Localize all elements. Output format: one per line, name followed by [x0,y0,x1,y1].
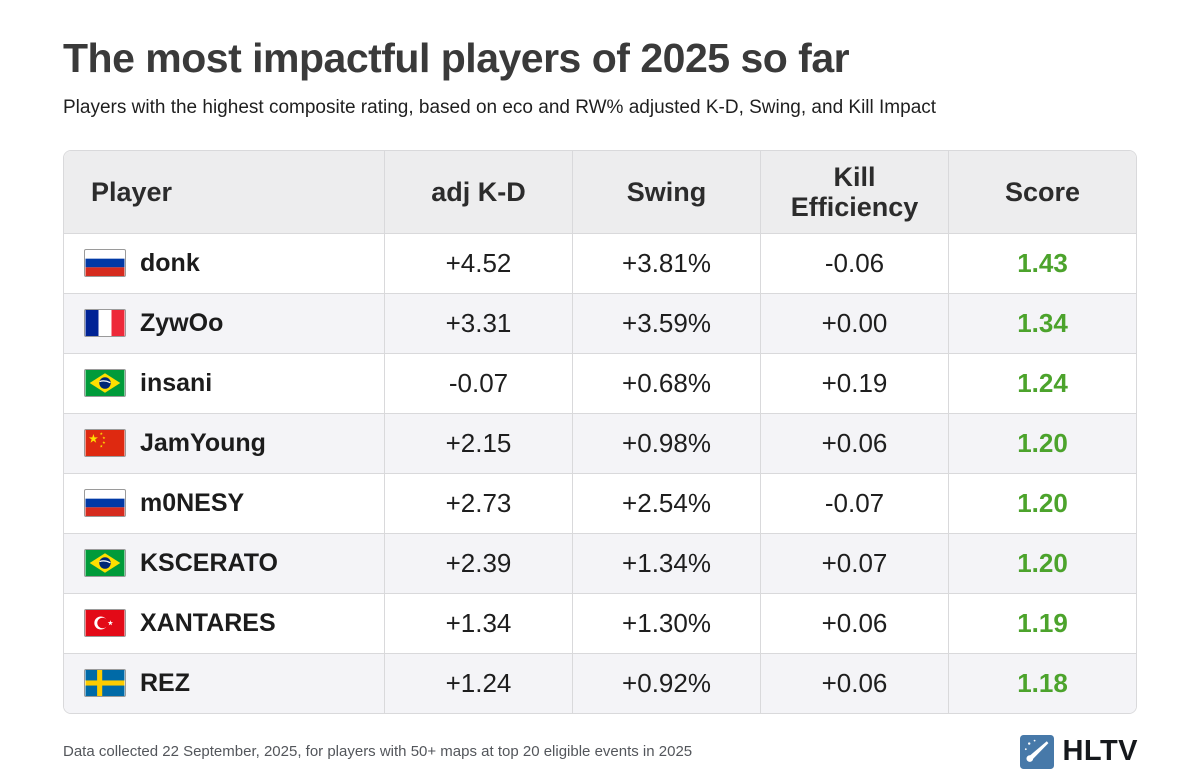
score-value: 1.18 [948,652,1136,713]
page-subtitle: Players with the highest composite ratin… [63,97,937,119]
column-header-score: Score [948,150,1136,233]
russia-flag-icon [84,249,126,278]
table-row: KSCERATO +2.39 +1.34% +0.07 1.20 [64,532,1136,593]
table-body: donk +4.52 +3.81% -0.06 1.43 ZywOo +3.31… [64,232,1136,713]
player-name: REZ [140,668,190,697]
china-flag-icon [84,429,126,458]
adj-kd-value: +3.31 [384,292,572,353]
adj-kd-value: +4.52 [384,232,572,293]
adj-kd-value: -0.07 [384,352,572,413]
player-name: KSCERATO [140,548,278,577]
swing-value: +1.34% [572,532,760,593]
player-name: donk [140,248,200,277]
hltv-logo: HLTV [1020,734,1138,769]
score-value: 1.34 [948,292,1136,353]
kill-efficiency-value: +0.06 [760,652,948,713]
player-name: insani [140,368,213,397]
stats-table: Player adj K-D Swing Kill Efficiency Sco… [63,149,1137,714]
score-value: 1.20 [948,412,1136,473]
turkey-flag-icon [84,609,126,638]
table-row: ZywOo +3.31 +3.59% +0.00 1.34 [64,292,1136,353]
table-row: donk +4.52 +3.81% -0.06 1.43 [64,232,1136,293]
table-row: REZ +1.24 +0.92% +0.06 1.18 [64,652,1136,713]
player-cell: insani [64,352,384,413]
player-name: JamYoung [140,428,266,457]
footer: Data collected 22 September, 2025, for p… [63,734,1138,769]
hltv-comet-icon [1020,734,1055,769]
score-value: 1.24 [948,352,1136,413]
kill-efficiency-value: -0.07 [760,472,948,533]
france-flag-icon [84,309,126,338]
adj-kd-value: +1.34 [384,592,572,653]
swing-value: +3.81% [572,232,760,293]
swing-value: +0.98% [572,412,760,473]
table-header: Player adj K-D Swing Kill Efficiency Sco… [64,150,1136,233]
adj-kd-value: +2.39 [384,532,572,593]
hltv-wordmark: HLTV [1062,735,1138,768]
score-value: 1.20 [948,472,1136,533]
player-name: XANTARES [140,608,276,637]
player-cell: REZ [64,652,384,713]
player-name: ZywOo [140,308,224,337]
column-header-swing: Swing [572,150,760,233]
player-cell: KSCERATO [64,532,384,593]
player-cell: XANTARES [64,592,384,653]
kill-efficiency-value: +0.00 [760,292,948,353]
adj-kd-value: +2.73 [384,472,572,533]
page-title: The most impactful players of 2025 so fa… [63,35,850,81]
kill-efficiency-value: +0.19 [760,352,948,413]
score-value: 1.20 [948,532,1136,593]
russia-flag-icon [84,489,126,518]
swing-value: +2.54% [572,472,760,533]
column-header-player: Player [91,176,173,207]
column-header-adj-kd: adj K-D [384,150,572,233]
swing-value: +0.92% [572,652,760,713]
player-cell: m0NESY [64,472,384,533]
adj-kd-value: +2.15 [384,412,572,473]
player-cell: ZywOo [64,292,384,353]
table-row: JamYoung +2.15 +0.98% +0.06 1.20 [64,412,1136,473]
score-value: 1.19 [948,592,1136,653]
player-cell: donk [64,232,384,293]
table-row: XANTARES +1.34 +1.30% +0.06 1.19 [64,592,1136,653]
adj-kd-value: +1.24 [384,652,572,713]
table-row: insani -0.07 +0.68% +0.19 1.24 [64,352,1136,413]
kill-efficiency-value: +0.06 [760,412,948,473]
player-cell: JamYoung [64,412,384,473]
kill-efficiency-value: -0.06 [760,232,948,293]
swing-value: +3.59% [572,292,760,353]
player-name: m0NESY [140,488,245,517]
column-header-kill-efficiency: Kill Efficiency [760,150,948,233]
swing-value: +1.30% [572,592,760,653]
sweden-flag-icon [84,669,126,698]
kill-efficiency-value: +0.06 [760,592,948,653]
brazil-flag-icon [84,549,126,578]
data-collection-note: Data collected 22 September, 2025, for p… [63,743,693,761]
brazil-flag-icon [84,369,126,398]
kill-efficiency-value: +0.07 [760,532,948,593]
swing-value: +0.68% [572,352,760,413]
table-row: m0NESY +2.73 +2.54% -0.07 1.20 [64,472,1136,533]
score-value: 1.43 [948,232,1136,293]
